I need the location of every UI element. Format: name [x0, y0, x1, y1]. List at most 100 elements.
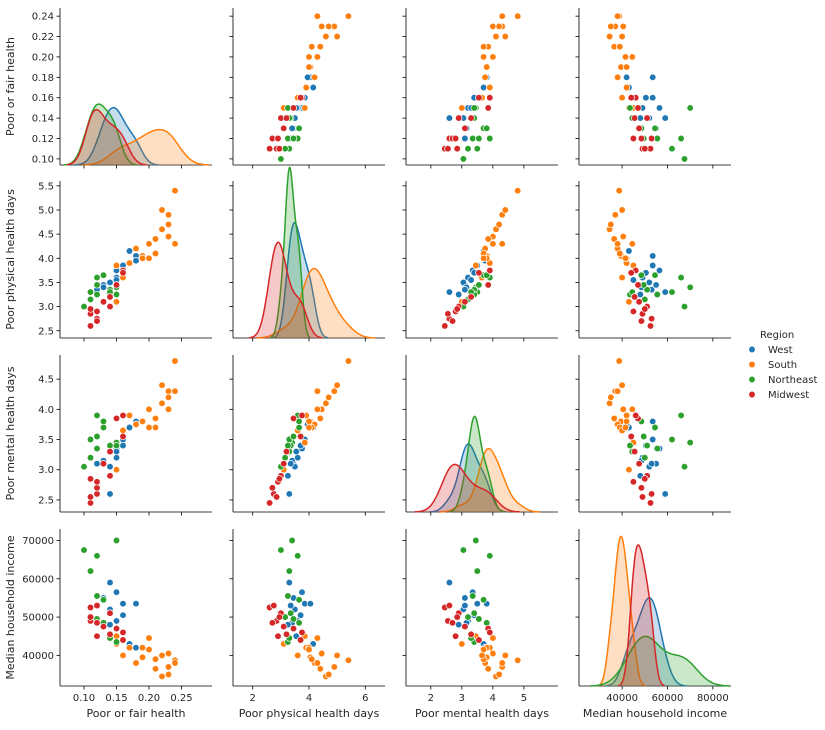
point-midwest: [629, 478, 638, 486]
legend-label-northeast: Northeast: [768, 375, 817, 386]
point-south: [628, 53, 636, 61]
x-tick-label: 0.20: [138, 693, 160, 704]
point-midwest: [119, 628, 127, 637]
point-northeast: [668, 288, 676, 296]
scatter-r2-c0: [80, 357, 179, 507]
point-west: [106, 490, 114, 498]
y-tick-label: 3.0: [38, 302, 54, 313]
point-northeast: [470, 609, 478, 617]
point-midwest: [475, 94, 483, 102]
point-midwest: [486, 266, 494, 275]
point-south: [308, 655, 316, 663]
point-midwest: [275, 613, 284, 621]
point-south: [615, 357, 623, 365]
point-south: [481, 73, 489, 81]
point-northeast: [93, 281, 101, 289]
point-midwest: [637, 317, 646, 325]
point-south: [158, 672, 166, 681]
point-south: [618, 32, 626, 41]
point-northeast: [284, 441, 292, 450]
point-south: [151, 665, 160, 673]
point-south: [294, 651, 302, 660]
y-tick-label: 70000: [22, 536, 54, 547]
x-tick-label: 3: [459, 693, 465, 704]
point-northeast: [686, 283, 694, 291]
point-midwest: [93, 478, 101, 486]
point-west: [112, 617, 121, 625]
panel-r3-c3: [578, 529, 731, 687]
point-northeast: [99, 271, 108, 279]
point-midwest: [106, 630, 114, 638]
point-midwest: [647, 315, 656, 323]
point-south: [164, 211, 173, 219]
point-midwest: [453, 145, 461, 153]
point-midwest: [93, 307, 101, 316]
point-south: [164, 387, 173, 395]
point-south: [605, 399, 614, 407]
panel-r3-c1: [232, 529, 385, 687]
point-northeast: [686, 104, 694, 112]
point-midwest: [467, 630, 475, 638]
point-west: [649, 73, 657, 81]
point-midwest: [282, 447, 291, 456]
point-west: [284, 472, 292, 480]
point-northeast: [285, 567, 293, 575]
point-midwest: [647, 134, 656, 143]
point-northeast: [80, 302, 88, 311]
point-northeast: [277, 546, 285, 554]
point-midwest: [635, 298, 643, 306]
point-west: [309, 83, 317, 92]
y-tick-label: 3.0: [38, 465, 54, 476]
point-northeast: [281, 454, 289, 462]
point-west: [649, 94, 657, 102]
point-northeast: [472, 536, 480, 545]
point-south: [489, 649, 497, 658]
point-midwest: [486, 628, 494, 637]
point-west: [445, 114, 454, 122]
point-west: [652, 281, 660, 289]
point-northeast: [289, 432, 298, 441]
kde-line-northeast: [590, 635, 730, 687]
kde-fill-midwest: [618, 545, 665, 686]
point-south: [615, 187, 623, 195]
point-south: [119, 651, 127, 660]
x-axis-label: Poor mental health days: [415, 707, 549, 720]
legend-label-west: West: [768, 345, 793, 356]
point-west: [655, 266, 664, 275]
point-midwest: [630, 293, 639, 301]
point-midwest: [484, 281, 492, 289]
point-south: [498, 12, 506, 20]
point-midwest: [280, 622, 288, 631]
point-northeast: [626, 441, 634, 450]
scatter-r2-c1: [265, 357, 353, 507]
x-axis-label: Poor physical health days: [239, 707, 380, 720]
point-west: [296, 611, 305, 619]
point-midwest: [93, 632, 101, 640]
point-midwest: [441, 322, 449, 330]
y-tick-label: 4.5: [38, 230, 54, 241]
point-south: [158, 651, 166, 660]
kde-line-south: [256, 267, 376, 339]
point-south: [305, 417, 313, 426]
point-northeast: [93, 273, 101, 282]
legend-marker-west: [748, 345, 756, 354]
point-northeast: [112, 536, 121, 545]
point-midwest: [99, 460, 108, 468]
kde-fill-northeast: [63, 104, 137, 165]
y-axis-label: Poor or fair health: [4, 37, 17, 136]
y-tick-label: 0.10: [32, 154, 54, 165]
point-midwest: [86, 305, 95, 313]
point-south: [498, 659, 506, 667]
point-south: [610, 414, 618, 423]
point-south: [344, 357, 353, 365]
point-west: [622, 73, 631, 81]
x-tick-label: 40000: [606, 693, 638, 704]
point-south: [613, 12, 622, 20]
point-south: [333, 651, 341, 660]
point-midwest: [484, 104, 492, 112]
point-midwest: [289, 104, 298, 112]
point-northeast: [295, 124, 303, 132]
point-south: [164, 670, 173, 679]
y-axis-label: Poor physical health days: [4, 189, 17, 330]
point-west: [106, 278, 114, 287]
